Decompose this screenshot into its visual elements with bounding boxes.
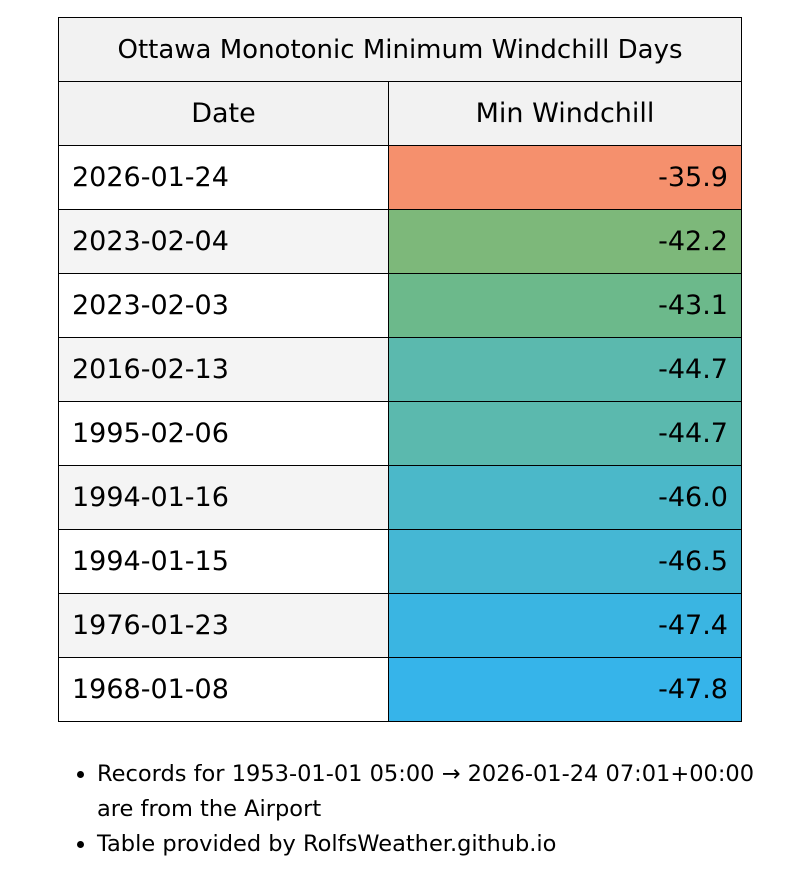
windchill-cell: -46.5 — [388, 529, 742, 594]
windchill-cell: -47.8 — [388, 657, 742, 722]
column-header-min-windchill: Min Windchill — [388, 81, 742, 146]
date-cell: 1995-02-06 — [58, 401, 389, 466]
column-header-date: Date — [58, 81, 389, 146]
table-row: 1976-01-23 -47.4 — [58, 593, 742, 658]
windchill-cell: -43.1 — [388, 273, 742, 338]
windchill-cell: -42.2 — [388, 209, 742, 274]
table-row: 1995-02-06 -44.7 — [58, 401, 742, 466]
windchill-table: Ottawa Monotonic Minimum Windchill Days … — [58, 17, 742, 722]
table-row: 2026-01-24 -35.9 — [58, 145, 742, 210]
notes-list: Records for 1953-01-01 05:00 → 2026-01-2… — [58, 757, 757, 862]
date-cell: 1994-01-15 — [58, 529, 389, 594]
table-title: Ottawa Monotonic Minimum Windchill Days — [58, 17, 742, 82]
note-item: Records for 1953-01-01 05:00 → 2026-01-2… — [97, 757, 757, 827]
date-cell: 1968-01-08 — [58, 657, 389, 722]
date-cell: 1994-01-16 — [58, 465, 389, 530]
table-row: 2023-02-03 -43.1 — [58, 273, 742, 338]
windchill-cell: -35.9 — [388, 145, 742, 210]
table-row: 1994-01-16 -46.0 — [58, 465, 742, 530]
date-cell: 2016-02-13 — [58, 337, 389, 402]
windchill-cell: -44.7 — [388, 337, 742, 402]
table-row: 2016-02-13 -44.7 — [58, 337, 742, 402]
date-cell: 2023-02-04 — [58, 209, 389, 274]
windchill-cell: -44.7 — [388, 401, 742, 466]
windchill-cell: -47.4 — [388, 593, 742, 658]
date-cell: 2023-02-03 — [58, 273, 389, 338]
date-cell: 2026-01-24 — [58, 145, 389, 210]
note-item: Table provided by RolfsWeather.github.io — [97, 827, 757, 862]
table-row: 2023-02-04 -42.2 — [58, 209, 742, 274]
table-row: 1968-01-08 -47.8 — [58, 657, 742, 722]
windchill-cell: -46.0 — [388, 465, 742, 530]
date-cell: 1976-01-23 — [58, 593, 389, 658]
table-row: 1994-01-15 -46.5 — [58, 529, 742, 594]
